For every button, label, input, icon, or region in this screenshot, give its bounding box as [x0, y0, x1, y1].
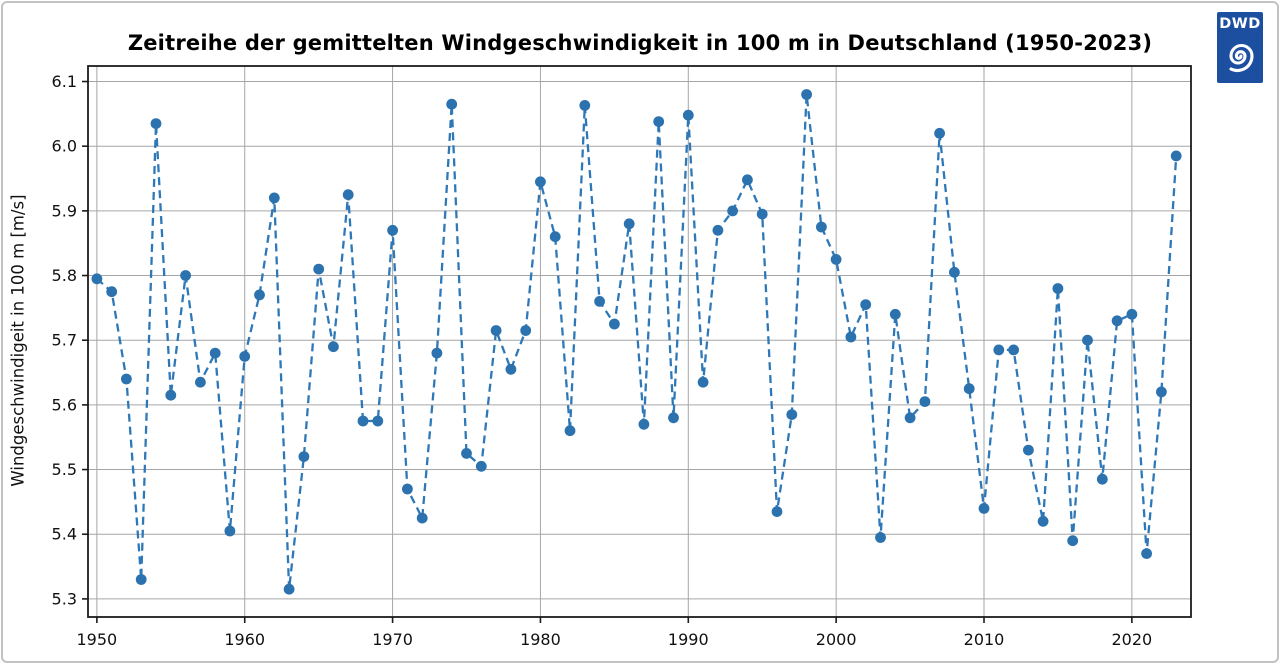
data-point-2018: [1096, 473, 1108, 485]
x-tick-label: 2000: [816, 630, 857, 649]
data-point-2023: [1170, 150, 1182, 162]
data-point-1968: [357, 415, 369, 427]
data-point-1957: [195, 376, 206, 388]
data-point-1988: [653, 116, 665, 127]
data-point-1990: [682, 109, 694, 121]
data-point-2015: [1052, 283, 1064, 294]
data-point-1969: [372, 415, 384, 427]
dwd-logo-text: DWD: [1219, 16, 1261, 32]
data-point-1998: [801, 89, 812, 100]
data-point-2011: [993, 344, 1005, 356]
data-point-1966: [328, 341, 339, 353]
y-tick-label: 5.6: [52, 395, 77, 414]
data-point-2007: [934, 127, 945, 139]
data-point-1958: [209, 347, 221, 359]
data-point-1981: [549, 231, 561, 243]
data-point-2012: [1008, 344, 1019, 356]
data-point-1965: [313, 263, 325, 275]
data-point-1982: [564, 425, 576, 437]
data-point-1962: [268, 192, 280, 204]
data-point-1970: [387, 224, 398, 236]
data-point-1989: [668, 412, 679, 424]
data-point-1979: [520, 325, 532, 336]
data-point-2003: [875, 532, 886, 543]
data-point-1984: [594, 296, 605, 307]
data-point-1956: [180, 270, 192, 281]
data-point-1999: [816, 221, 827, 233]
data-point-1992: [712, 224, 724, 236]
data-point-1971: [402, 483, 413, 495]
y-tick-label: 5.7: [52, 331, 77, 350]
data-point-1996: [771, 506, 783, 517]
x-tick-label: 1980: [520, 630, 561, 649]
data-point-1977: [490, 325, 502, 336]
data-point-1955: [165, 389, 177, 401]
data-point-2004: [889, 308, 901, 320]
y-tick-label: 5.4: [52, 525, 77, 544]
data-point-2009: [963, 383, 975, 395]
data-point-1976: [475, 460, 487, 472]
data-point-2001: [845, 331, 857, 343]
data-point-1959: [224, 525, 236, 537]
data-point-1985: [609, 318, 620, 330]
data-point-2016: [1067, 535, 1079, 547]
data-point-1967: [342, 189, 354, 201]
x-tick-label: 2010: [964, 630, 1005, 649]
data-point-1983: [579, 100, 591, 111]
x-tick-label: 2020: [1111, 630, 1152, 649]
data-point-2013: [1023, 444, 1034, 456]
data-point-1953: [135, 574, 147, 585]
data-point-1994: [742, 174, 753, 186]
data-point-1961: [254, 289, 265, 301]
data-point-2014: [1037, 515, 1049, 527]
y-tick-label: 5.3: [52, 589, 77, 608]
y-tick-label: 6.1: [52, 72, 77, 91]
x-tick-label: 1950: [77, 630, 118, 649]
data-point-1973: [431, 347, 443, 359]
data-point-1950: [91, 273, 103, 285]
data-point-1980: [535, 176, 546, 188]
data-point-1991: [697, 376, 709, 388]
data-point-1995: [756, 208, 768, 220]
data-point-2008: [949, 266, 960, 278]
data-point-1952: [121, 373, 132, 385]
data-point-1972: [416, 512, 428, 524]
data-point-1954: [150, 118, 162, 129]
data-point-2021: [1141, 548, 1152, 559]
data-point-1963: [283, 583, 295, 595]
dwd-spiral-icon: [1229, 44, 1254, 73]
chart-title: Zeitreihe der gemittelten Windgeschwindi…: [127, 31, 1153, 55]
data-point-2019: [1111, 315, 1123, 327]
data-point-1987: [638, 418, 650, 430]
data-point-2020: [1126, 308, 1138, 320]
data-point-1960: [239, 351, 251, 362]
y-tick-label: 5.8: [52, 266, 77, 285]
x-tick-label: 1990: [668, 630, 709, 649]
data-point-1993: [727, 205, 738, 217]
data-point-1997: [786, 409, 798, 420]
y-tick-label: 5.9: [52, 201, 77, 220]
data-point-2006: [919, 396, 931, 407]
data-point-1978: [505, 363, 517, 375]
data-point-1974: [446, 98, 458, 110]
dwd-logo: DWD: [1217, 12, 1263, 83]
x-tick-label: 1960: [224, 630, 265, 649]
data-point-1964: [298, 451, 310, 462]
wind-speed-series-line: [96, 93, 1178, 591]
y-tick-label: 6.0: [52, 137, 77, 156]
data-point-2005: [904, 412, 916, 424]
data-point-2002: [860, 299, 872, 310]
data-point-2000: [830, 254, 842, 265]
data-point-2010: [978, 503, 990, 514]
y-tick-label: 5.5: [52, 460, 77, 479]
x-tick-label: 1970: [372, 630, 413, 649]
data-point-2017: [1082, 334, 1093, 346]
data-point-1951: [106, 286, 118, 298]
data-point-2022: [1156, 386, 1167, 398]
data-point-1986: [623, 218, 635, 230]
data-point-1975: [461, 448, 472, 459]
plot-border: [87, 65, 1192, 618]
